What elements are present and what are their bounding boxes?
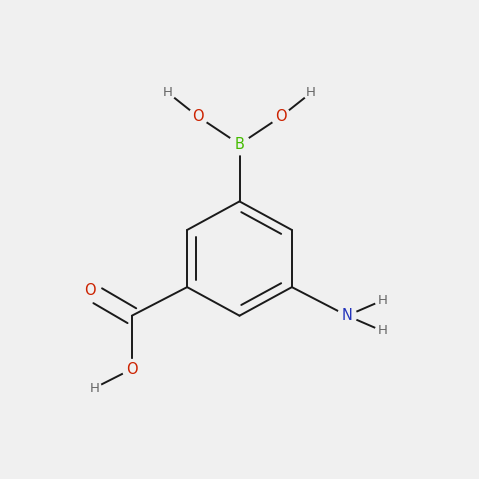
Circle shape [161, 86, 175, 100]
Text: H: H [377, 294, 388, 307]
Text: H: H [377, 324, 388, 337]
Text: H: H [306, 86, 316, 99]
Text: N: N [342, 308, 353, 323]
Circle shape [189, 107, 207, 126]
Text: O: O [275, 109, 287, 124]
Circle shape [375, 324, 389, 338]
Circle shape [229, 134, 250, 155]
Circle shape [87, 381, 102, 395]
Text: H: H [89, 382, 99, 395]
Text: O: O [192, 109, 204, 124]
Text: H: H [163, 86, 173, 99]
Circle shape [304, 86, 318, 100]
Text: O: O [84, 284, 95, 298]
Circle shape [122, 360, 141, 378]
Text: B: B [235, 137, 244, 152]
Text: O: O [126, 362, 137, 376]
Circle shape [375, 293, 389, 308]
Circle shape [80, 281, 99, 300]
Circle shape [272, 107, 290, 126]
Circle shape [338, 306, 357, 325]
